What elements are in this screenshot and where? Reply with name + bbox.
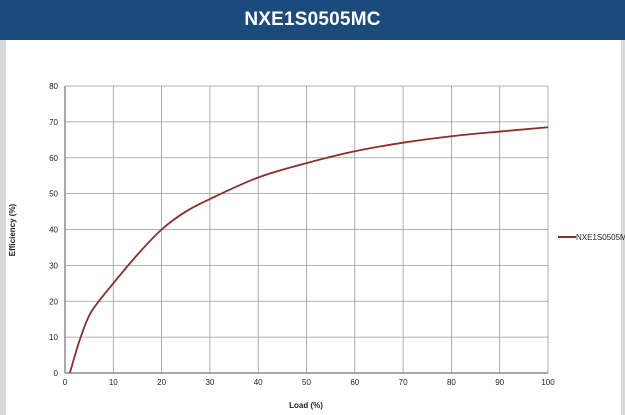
y-tick-label: 80 — [49, 82, 58, 91]
tick-labels: 0 10 20 30 40 50 60 70 80 90 100 0 10 20 30 40 50 60 70 80 — [49, 82, 555, 387]
x-tick-label: 10 — [109, 378, 118, 387]
x-axis-label: Load (%) — [289, 401, 323, 410]
grid-lines — [64, 85, 549, 374]
left-border-strip — [0, 40, 6, 415]
x-tick-label: 50 — [302, 378, 311, 387]
x-tick-label: 100 — [541, 378, 555, 387]
y-tick-label: 30 — [49, 261, 58, 270]
x-tick-label: 0 — [63, 378, 68, 387]
y-tick-label: 20 — [49, 297, 58, 306]
x-tick-label: 70 — [399, 378, 408, 387]
series-layer — [68, 126, 549, 374]
x-tick-label: 20 — [157, 378, 166, 387]
x-tick-label: 30 — [205, 378, 214, 387]
y-tick-label: 40 — [49, 226, 58, 235]
y-axis-label: Efficiency (%) — [8, 203, 17, 256]
y-tick-label: 0 — [54, 369, 59, 378]
y-tick-label: 60 — [49, 154, 58, 163]
y-tick-label: 50 — [49, 190, 58, 199]
x-tick-label: 60 — [350, 378, 359, 387]
y-tick-label: 10 — [49, 333, 58, 342]
x-tick-label: 40 — [254, 378, 263, 387]
series-line — [68, 126, 549, 374]
y-tick-label: 70 — [49, 118, 58, 127]
x-tick-label: 90 — [495, 378, 504, 387]
chart-title: NXE1S0505MC — [0, 0, 625, 40]
x-tick-label: 80 — [447, 378, 456, 387]
legend: NXE1S0505MC — [558, 233, 625, 242]
right-border-strip — [621, 40, 625, 415]
legend-label: NXE1S0505MC — [576, 233, 625, 242]
axes — [64, 86, 548, 374]
